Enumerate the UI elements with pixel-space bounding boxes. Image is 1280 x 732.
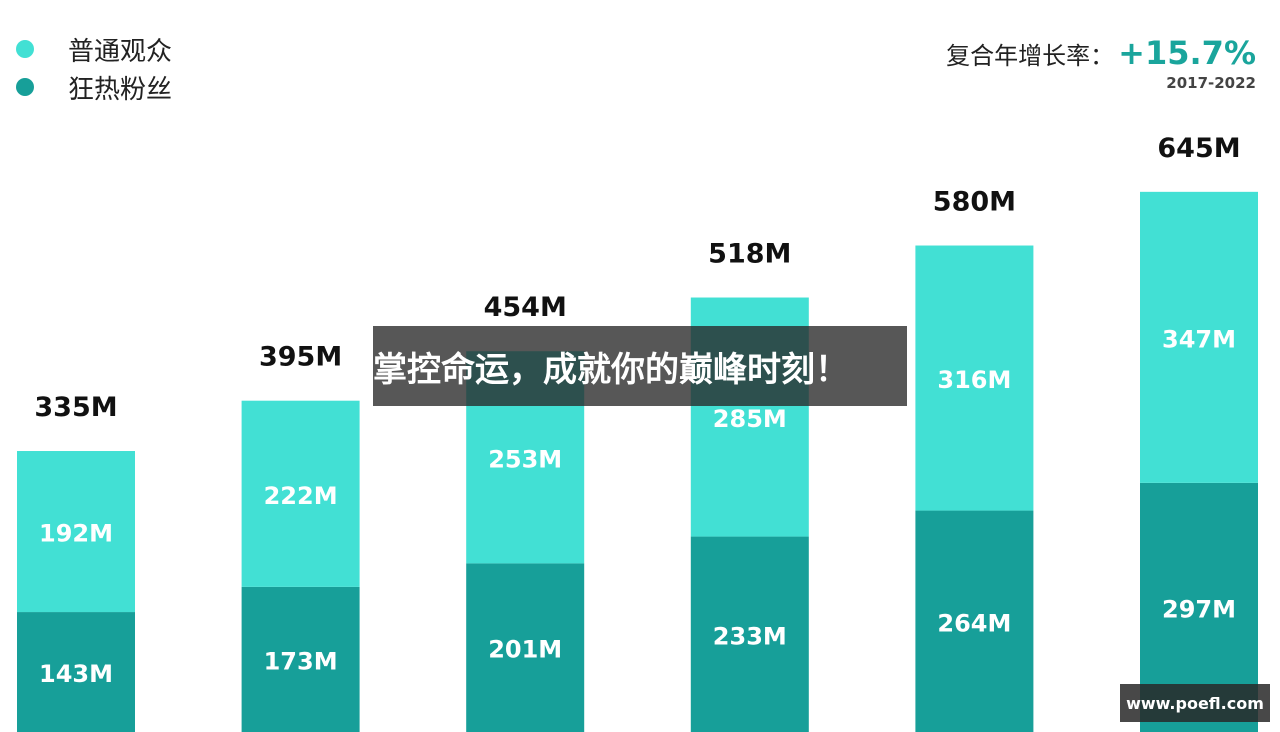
legend-label-casual: 普通观众	[68, 36, 173, 67]
banner-text: 掌控命运，成就你的巅峰时刻！	[373, 349, 849, 390]
bar-casual-2	[241, 400, 360, 587]
bar-label-casual-1: 192M	[39, 520, 113, 548]
bar-fans-1	[17, 612, 135, 732]
bar-casual-5	[915, 245, 1034, 511]
bar-fans-5	[915, 510, 1034, 732]
bar-label-fans-1: 143M	[39, 660, 113, 688]
bar-label-casual-4: 285M	[713, 405, 787, 433]
bar-casual-1	[17, 451, 135, 613]
bar-fans-2	[241, 586, 360, 732]
bar-label-casual-5: 316M	[937, 366, 1011, 394]
total-label-5: 580M	[933, 187, 1016, 218]
legend-item-fans: 狂热粉丝	[16, 68, 172, 106]
bar-fans-3	[466, 563, 585, 732]
total-label-6: 645M	[1157, 133, 1240, 164]
bar-label-casual-3: 253M	[488, 445, 562, 473]
total-label-4: 518M	[708, 239, 791, 270]
bar-label-casual-6: 347M	[1162, 325, 1236, 353]
bar-label-casual-2: 222M	[264, 482, 338, 510]
cagr-annotation: 复合年增长率： +15.7% 2017-2022	[946, 34, 1256, 92]
bar-label-fans-3: 201M	[488, 636, 562, 664]
total-label-1: 335M	[34, 392, 117, 423]
legend: 普通观众 狂热粉丝	[16, 30, 172, 106]
cagr-value: +15.7%	[1118, 34, 1256, 72]
total-label-3: 454M	[484, 292, 567, 323]
cagr-years: 2017-2022	[1166, 74, 1256, 92]
bar-fans-4	[690, 536, 809, 732]
overlay-banner: 掌控命运，成就你的巅峰时刻！	[373, 326, 907, 406]
bar-label-fans-5: 264M	[937, 609, 1011, 637]
watermark: www.poefl.com	[1120, 684, 1270, 722]
bar-label-fans-2: 173M	[264, 647, 338, 675]
bar-label-fans-4: 233M	[713, 622, 787, 650]
legend-item-casual: 普通观众	[16, 30, 172, 68]
watermark-text: www.poefl.com	[1126, 693, 1264, 713]
cagr-label: 复合年增长率：	[946, 42, 1115, 70]
bar-label-fans-6: 297M	[1162, 595, 1236, 623]
legend-swatch-casual	[16, 40, 34, 58]
legend-label-fans: 狂热粉丝	[68, 74, 173, 105]
total-label-2: 395M	[259, 342, 342, 373]
legend-swatch-fans	[16, 78, 34, 96]
bar-casual-6	[1140, 191, 1258, 483]
